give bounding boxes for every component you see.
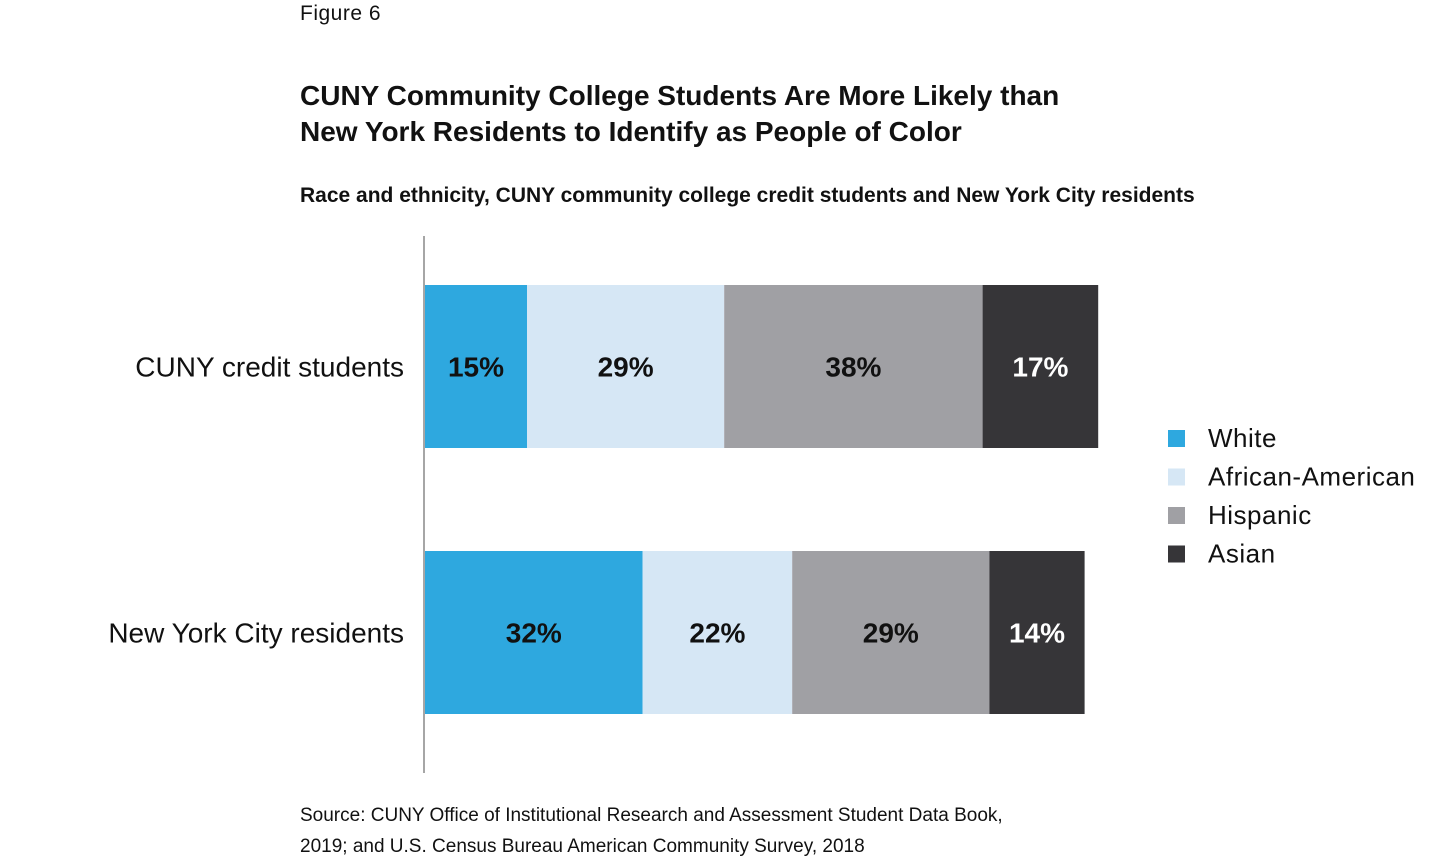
bar-segment-white bbox=[425, 285, 527, 448]
legend-swatch-african-american bbox=[1168, 468, 1185, 486]
data-label: 29% bbox=[598, 352, 654, 383]
data-label: 15% bbox=[448, 352, 504, 383]
category-label: CUNY credit students bbox=[135, 352, 404, 383]
chart-title-line-2: New York Residents to Identify as People… bbox=[300, 116, 962, 147]
bar-segment-hispanic bbox=[792, 551, 990, 714]
chart-subtitle: Race and ethnicity, CUNY community colle… bbox=[300, 184, 1195, 207]
source-line-1: Source: CUNY Office of Institutional Res… bbox=[300, 805, 1003, 826]
bar-segment-hispanic bbox=[724, 285, 983, 448]
data-label: 29% bbox=[863, 618, 919, 649]
legend-label: White bbox=[1208, 423, 1277, 453]
bar-segment-asian bbox=[989, 551, 1085, 714]
data-label: 17% bbox=[1012, 352, 1068, 383]
legend-label: African-American bbox=[1208, 462, 1415, 492]
legend-label: Hispanic bbox=[1208, 500, 1312, 530]
chart-title: CUNY Community College Students Are More… bbox=[300, 78, 1300, 150]
legend-swatch-white bbox=[1168, 430, 1185, 447]
category-label: New York City residents bbox=[108, 618, 404, 649]
legend-label: Asian bbox=[1208, 539, 1276, 569]
figure-label: Figure 6 bbox=[300, 2, 382, 25]
legend-swatch-hispanic bbox=[1168, 507, 1185, 524]
bar-segment-white bbox=[425, 551, 643, 714]
legend-swatch-asian bbox=[1168, 545, 1185, 563]
bar-segment-asian bbox=[982, 285, 1099, 448]
bar-segment-african-american bbox=[642, 551, 793, 714]
data-label: 32% bbox=[506, 618, 562, 649]
chart-title-line-1: CUNY Community College Students Are More… bbox=[300, 80, 1060, 111]
data-label: 22% bbox=[689, 618, 745, 649]
bar-segment-african-american bbox=[527, 285, 725, 448]
source-note: Source: CUNY Office of Institutional Res… bbox=[300, 800, 1200, 862]
data-label: 14% bbox=[1009, 618, 1065, 649]
data-label: 38% bbox=[825, 352, 881, 383]
source-line-2: 2019; and U.S. Census Bureau American Co… bbox=[300, 836, 865, 857]
